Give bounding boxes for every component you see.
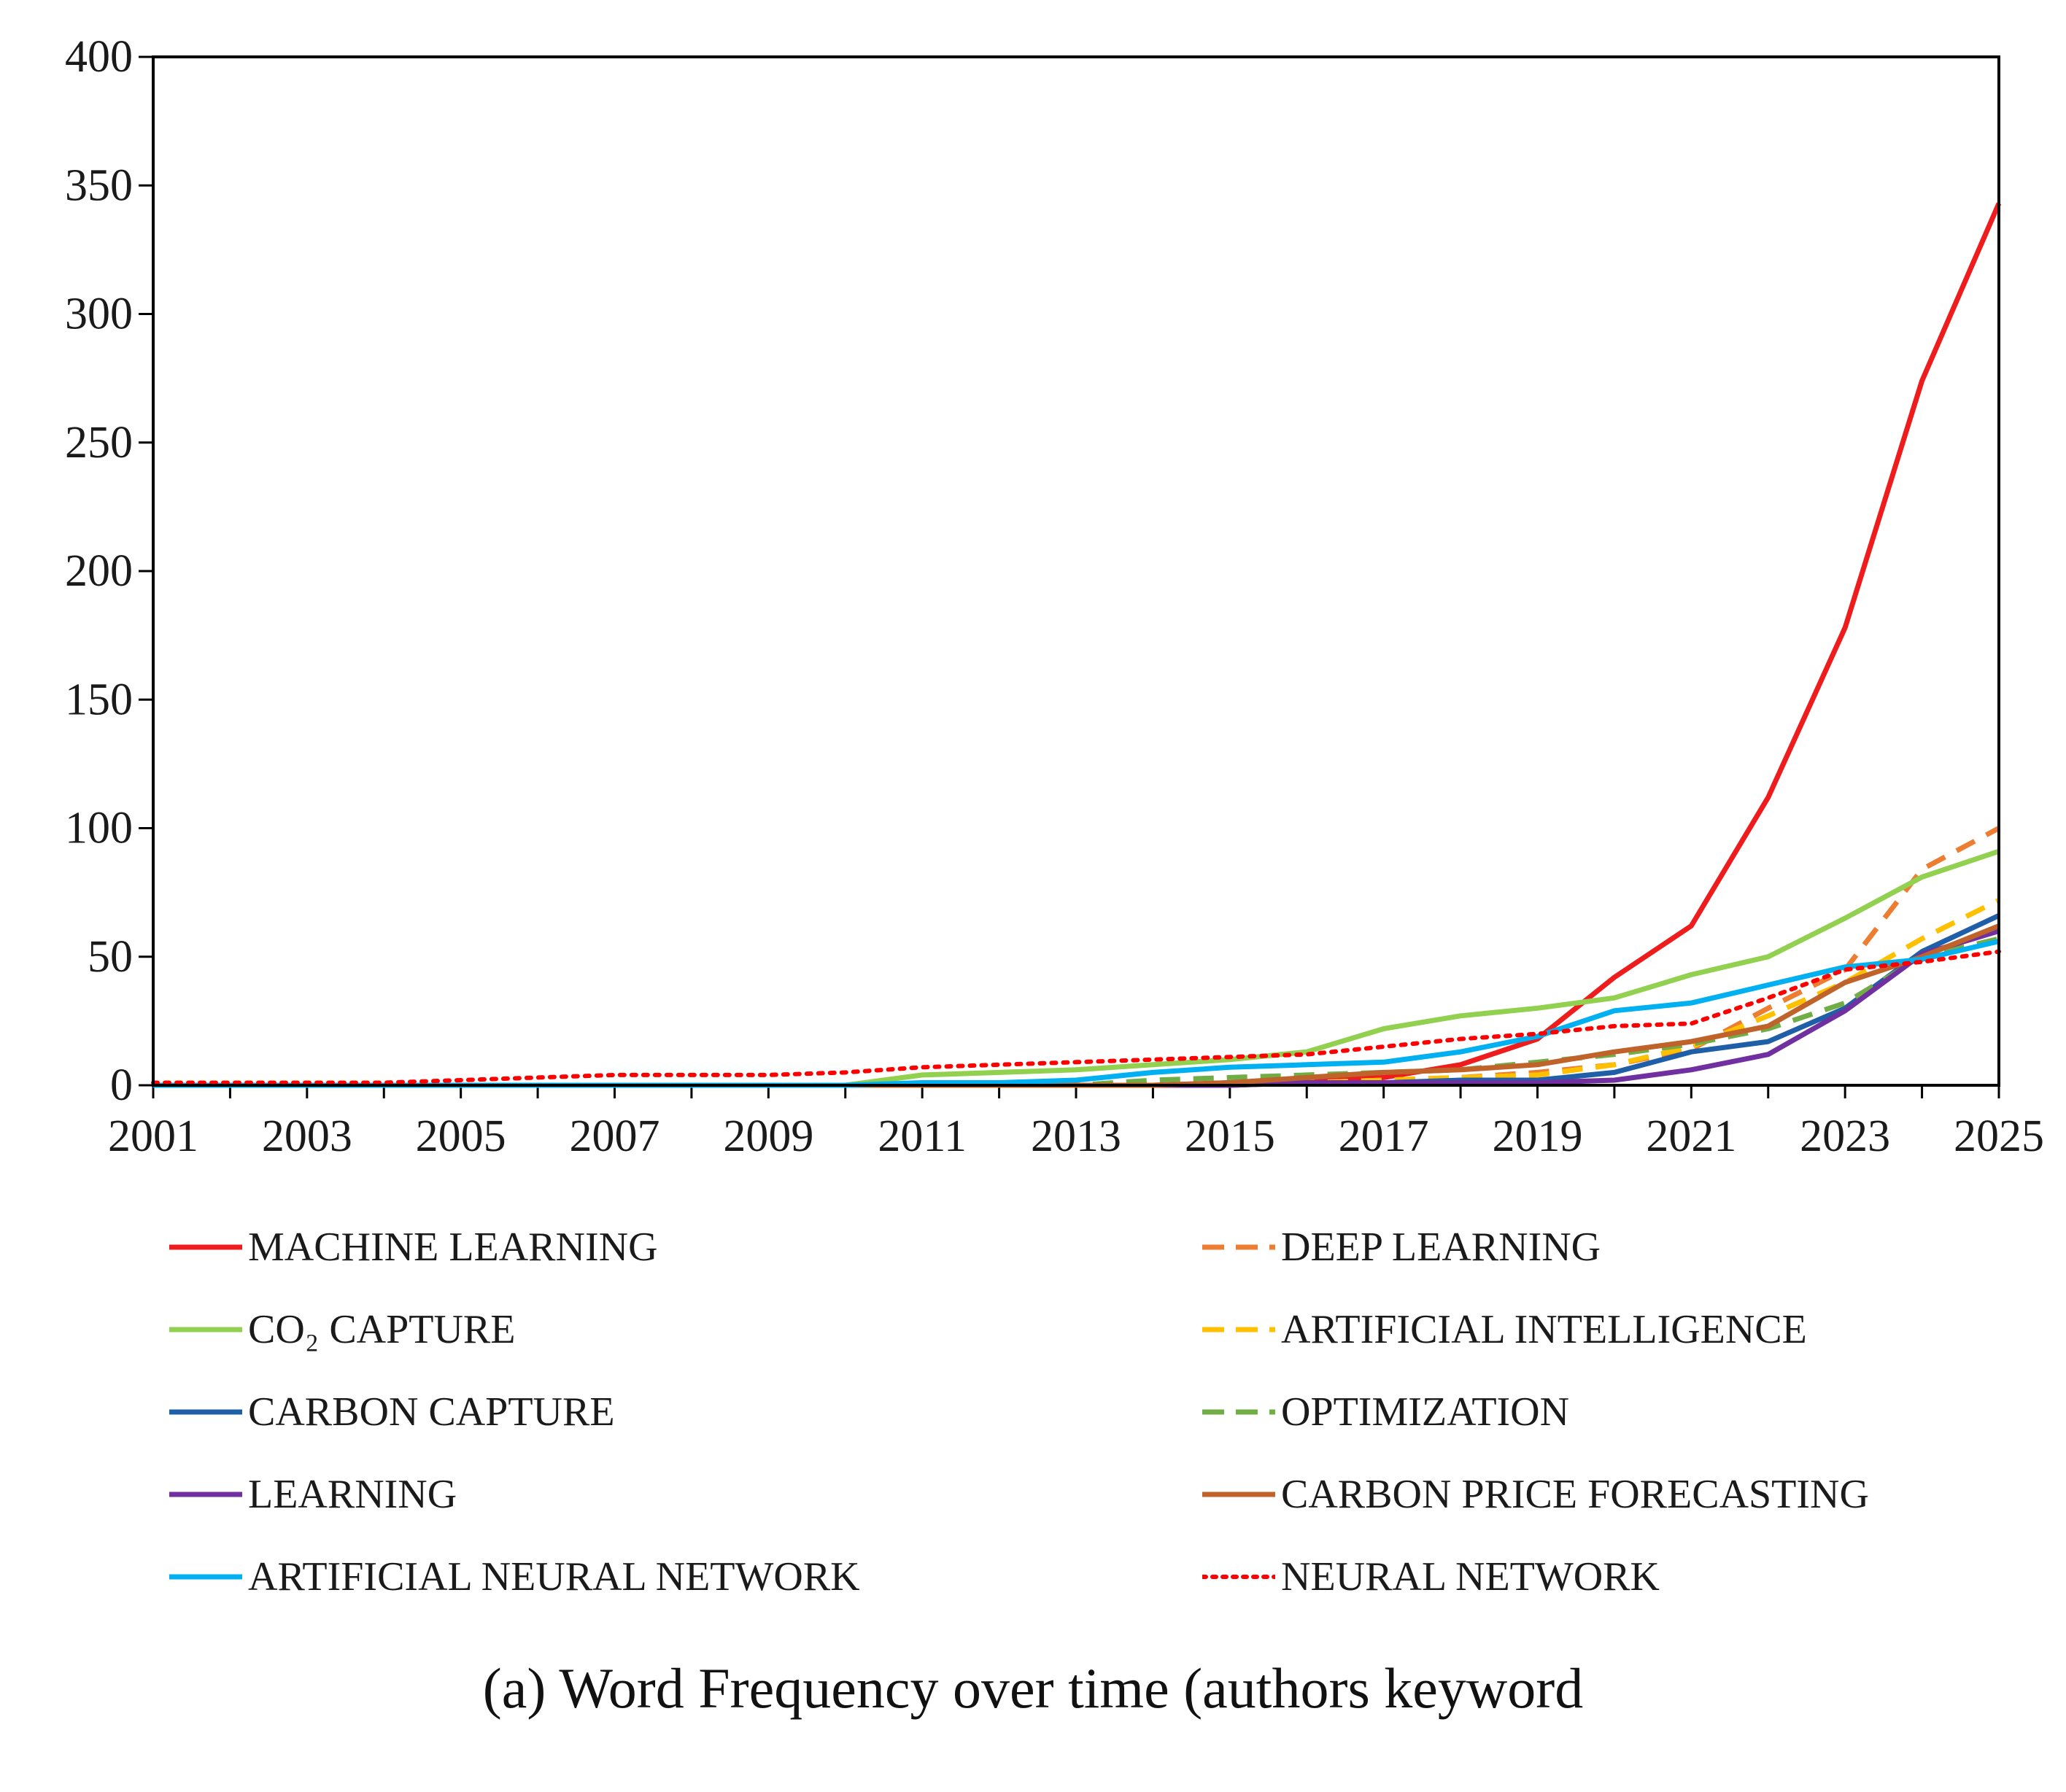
series-layer — [151, 202, 2002, 1088]
line-chart: 0 50 100 150 200 250 300 350 400 2001 2003 2005 2007… — [65, 32, 2044, 1161]
legend-swatch — [169, 1574, 242, 1580]
y-tick-label: 150 — [65, 675, 133, 724]
legend-item: OPTIMIZATION — [1202, 1376, 1569, 1448]
plot-frame — [152, 55, 2000, 1087]
legend-item: ARTIFICIAL NEURAL NETWORK — [169, 1540, 860, 1613]
y-tick-label: 0 — [110, 1060, 133, 1110]
legend-label: NEURAL NETWORK — [1281, 1554, 1660, 1599]
y-tick-label: 50 — [88, 932, 133, 982]
legend-item: MACHINE LEARNING — [169, 1211, 658, 1284]
legend-label: CARBON CAPTURE — [248, 1389, 615, 1435]
x-tick-label: 2009 — [723, 1112, 813, 1161]
legend-item: ARTIFICIAL INTELLIGENCE — [1202, 1293, 1807, 1366]
legend-swatch — [169, 1327, 242, 1333]
legend: MACHINE LEARNING DEEP LEARNING CO₂ CAPTURE… — [0, 1211, 2066, 1648]
legend-item: LEARNING — [169, 1458, 457, 1531]
legend-label: CARBON PRICE FORECASTING — [1281, 1472, 1869, 1517]
legend-swatch — [169, 1244, 242, 1250]
series-line-carbon-capture — [153, 913, 2000, 1088]
axis-layer — [139, 55, 2000, 1098]
x-tick-label: 2001 — [108, 1112, 198, 1161]
y-tick-label: 300 — [65, 290, 133, 339]
legend-swatch — [1202, 1409, 1275, 1415]
x-tick-label: 2003 — [262, 1112, 352, 1161]
legend-swatch — [1202, 1575, 1275, 1579]
tick-label-layer: 0 50 100 150 200 250 300 350 400 2001 2003 2005 2007… — [65, 32, 2044, 1161]
legend-label: ARTIFICIAL INTELLIGENCE — [1281, 1307, 1807, 1352]
legend-item: NEURAL NETWORK — [1202, 1540, 1660, 1613]
y-tick-label: 250 — [65, 418, 133, 468]
y-tick-label: 200 — [65, 546, 133, 596]
legend-swatch — [169, 1409, 242, 1415]
legend-label: CO₂ CAPTURE — [248, 1307, 516, 1352]
x-tick-label: 2005 — [416, 1112, 506, 1161]
legend-item: DEEP LEARNING — [1202, 1211, 1601, 1284]
legend-swatch — [1202, 1327, 1275, 1333]
series-line-neural-network — [151, 949, 2001, 1085]
x-tick-label: 2007 — [570, 1112, 660, 1161]
x-tick-label: 2021 — [1646, 1112, 1736, 1161]
x-tick-label: 2025 — [1954, 1112, 2044, 1161]
legend-item: CO₂ CAPTURE — [169, 1293, 515, 1366]
y-tick-label: 400 — [65, 32, 133, 82]
x-tick-label: 2015 — [1185, 1112, 1275, 1161]
x-tick-label: 2011 — [878, 1112, 967, 1161]
legend-item: CARBON PRICE FORECASTING — [1202, 1458, 1869, 1531]
legend-item: CARBON CAPTURE — [169, 1376, 615, 1448]
legend-swatch — [1202, 1492, 1275, 1497]
figure-caption: (a) Word Frequency over time (authors ke… — [482, 1656, 1584, 1720]
legend-swatch — [1202, 1244, 1275, 1250]
series-line-machine-learning — [153, 202, 2002, 1088]
y-tick-label: 100 — [65, 804, 133, 853]
y-tick-label: 350 — [65, 160, 133, 210]
legend-label: OPTIMIZATION — [1281, 1389, 1570, 1435]
x-tick-label: 2019 — [1493, 1112, 1583, 1161]
legend-label: DEEP LEARNING — [1281, 1225, 1601, 1270]
x-tick-label: 2023 — [1800, 1112, 1890, 1161]
legend-label: ARTIFICIAL NEURAL NETWORK — [248, 1554, 860, 1599]
legend-label: LEARNING — [248, 1472, 457, 1517]
x-tick-label: 2017 — [1339, 1112, 1429, 1161]
x-tick-label: 2013 — [1031, 1112, 1121, 1161]
legend-swatch — [169, 1492, 242, 1497]
series-line-artificial-intelligence — [153, 898, 2000, 1088]
legend-label: MACHINE LEARNING — [248, 1225, 658, 1270]
